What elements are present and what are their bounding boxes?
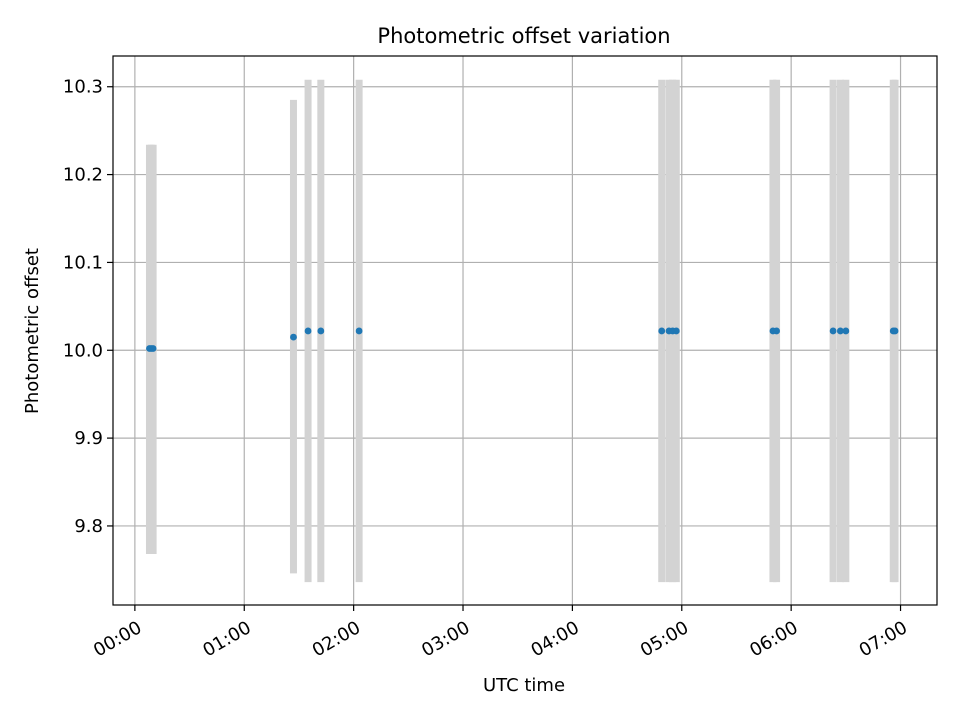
grid-lines <box>113 56 937 605</box>
y-tick-label: 10.2 <box>63 165 103 186</box>
y-tick-label: 9.8 <box>74 516 103 537</box>
data-point <box>773 327 780 335</box>
data-point <box>891 327 899 335</box>
data-point <box>658 327 666 335</box>
y-tick-label: 9.9 <box>74 428 103 449</box>
data-points <box>146 327 899 352</box>
x-axis-label: UTC time <box>483 675 565 696</box>
plot-frame <box>112 55 938 606</box>
data-point <box>836 327 844 335</box>
data-point <box>304 327 312 335</box>
data-point <box>317 327 325 335</box>
data-point <box>149 345 157 352</box>
data-point <box>355 327 363 335</box>
data-point <box>829 327 837 335</box>
data-point <box>672 327 680 335</box>
chart-title: Photometric offset variation <box>377 24 670 48</box>
data-point <box>290 333 297 341</box>
y-tick-label: 10.0 <box>63 340 103 361</box>
data-point <box>842 327 850 335</box>
y-axis-label: Photometric offset <box>22 248 43 414</box>
y-tick-label: 10.1 <box>63 252 103 273</box>
y-tick-label: 10.3 <box>63 77 103 98</box>
